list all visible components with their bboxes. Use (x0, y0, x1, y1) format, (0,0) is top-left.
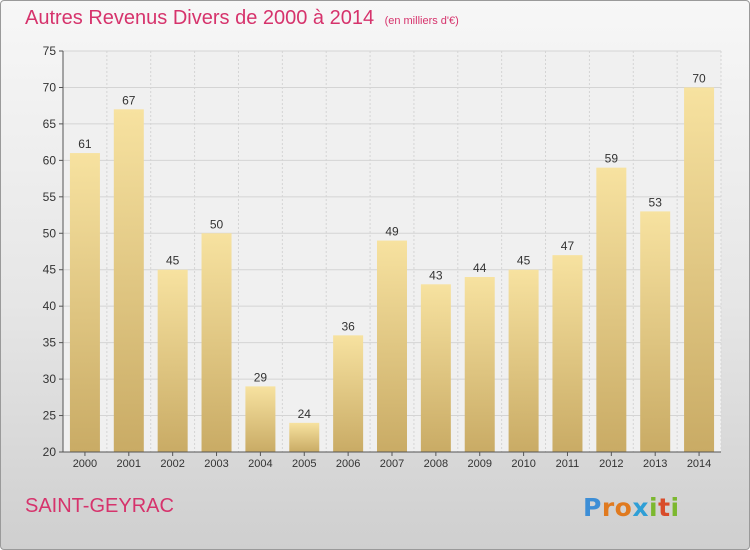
proxiti-logo: Proxiti (583, 493, 680, 522)
svg-text:Proxiti: Proxiti (583, 493, 680, 522)
data-label-2008: 43 (429, 268, 443, 282)
x-tick-label-2006: 2006 (336, 458, 360, 470)
x-tick-label-2014: 2014 (687, 458, 711, 470)
data-label-2010: 45 (517, 254, 531, 268)
bar-2002 (157, 269, 188, 452)
chart-subtitle: (en milliers d'€) (384, 15, 459, 27)
data-label-2007: 49 (385, 225, 399, 239)
bar-2012 (596, 167, 627, 452)
chart-title-row: Autres Revenus Divers de 2000 à 2014 (en… (25, 7, 459, 30)
y-tick-label: 30 (43, 372, 57, 386)
bar-2008 (420, 284, 451, 452)
bar-2005 (289, 422, 320, 452)
x-tick-label-2000: 2000 (73, 458, 97, 470)
y-tick-label: 70 (43, 80, 57, 94)
data-label-2004: 29 (254, 370, 268, 384)
x-tick-label-2005: 2005 (292, 458, 316, 470)
x-tick-label-2013: 2013 (643, 458, 667, 470)
y-tick-label: 50 (43, 226, 57, 240)
data-label-2001: 67 (122, 93, 136, 107)
data-label-2012: 59 (605, 152, 619, 166)
bar-2007 (377, 240, 407, 452)
bar-2004 (245, 386, 276, 452)
x-tick-label-2012: 2012 (599, 458, 623, 470)
x-tick-label-2004: 2004 (248, 458, 272, 470)
y-tick-label: 40 (43, 299, 57, 313)
y-tick-label: 55 (43, 190, 57, 204)
x-tick-label-2008: 2008 (424, 458, 448, 470)
bar-2011 (552, 255, 583, 452)
x-tick-label-2003: 2003 (204, 458, 228, 470)
y-tick-label: 35 (43, 336, 57, 350)
data-label-2003: 50 (210, 217, 224, 231)
chart-title: Autres Revenus Divers de 2000 à 2014 (25, 7, 375, 29)
bar-2009 (464, 277, 495, 452)
commune-name: SAINT-GEYRAC (25, 495, 174, 517)
y-tick-label: 60 (43, 153, 57, 167)
bar-2001 (113, 109, 144, 452)
x-tick-label-2011: 2011 (556, 458, 580, 470)
y-tick-label: 65 (43, 117, 57, 131)
data-label-2000: 61 (78, 137, 92, 151)
x-tick-label-2009: 2009 (467, 458, 491, 470)
data-label-2011: 47 (561, 239, 575, 253)
y-tick-label: 20 (43, 445, 57, 459)
data-label-2014: 70 (692, 71, 706, 85)
bar-layer: 61 67 45 50 29 24 36 49 43 44 45 47 59 53 70 (69, 71, 715, 453)
bar-2010 (508, 269, 539, 452)
bar-2003 (201, 233, 232, 452)
x-tick-label-2001: 2001 (117, 458, 141, 470)
axis-layer: 20 25 30 35 40 45 50 55 60 65 70 75 2000 2001 2002 2003… (43, 44, 721, 470)
bar-2006 (333, 335, 364, 452)
data-label-2002: 45 (166, 254, 180, 268)
bar-2014 (684, 87, 715, 453)
data-label-2009: 44 (473, 261, 487, 275)
y-tick-label: 25 (43, 409, 57, 423)
x-tick-label-2002: 2002 (160, 458, 184, 470)
bar-2013 (640, 211, 671, 452)
data-label-2005: 24 (298, 407, 312, 421)
y-tick-label: 45 (43, 263, 57, 277)
data-label-2013: 53 (649, 195, 663, 209)
y-tick-label: 75 (43, 44, 57, 58)
bar-2000 (69, 153, 100, 452)
data-label-2006: 36 (341, 319, 355, 333)
x-tick-label-2007: 2007 (380, 458, 404, 470)
x-tick-label-2010: 2010 (511, 458, 535, 470)
